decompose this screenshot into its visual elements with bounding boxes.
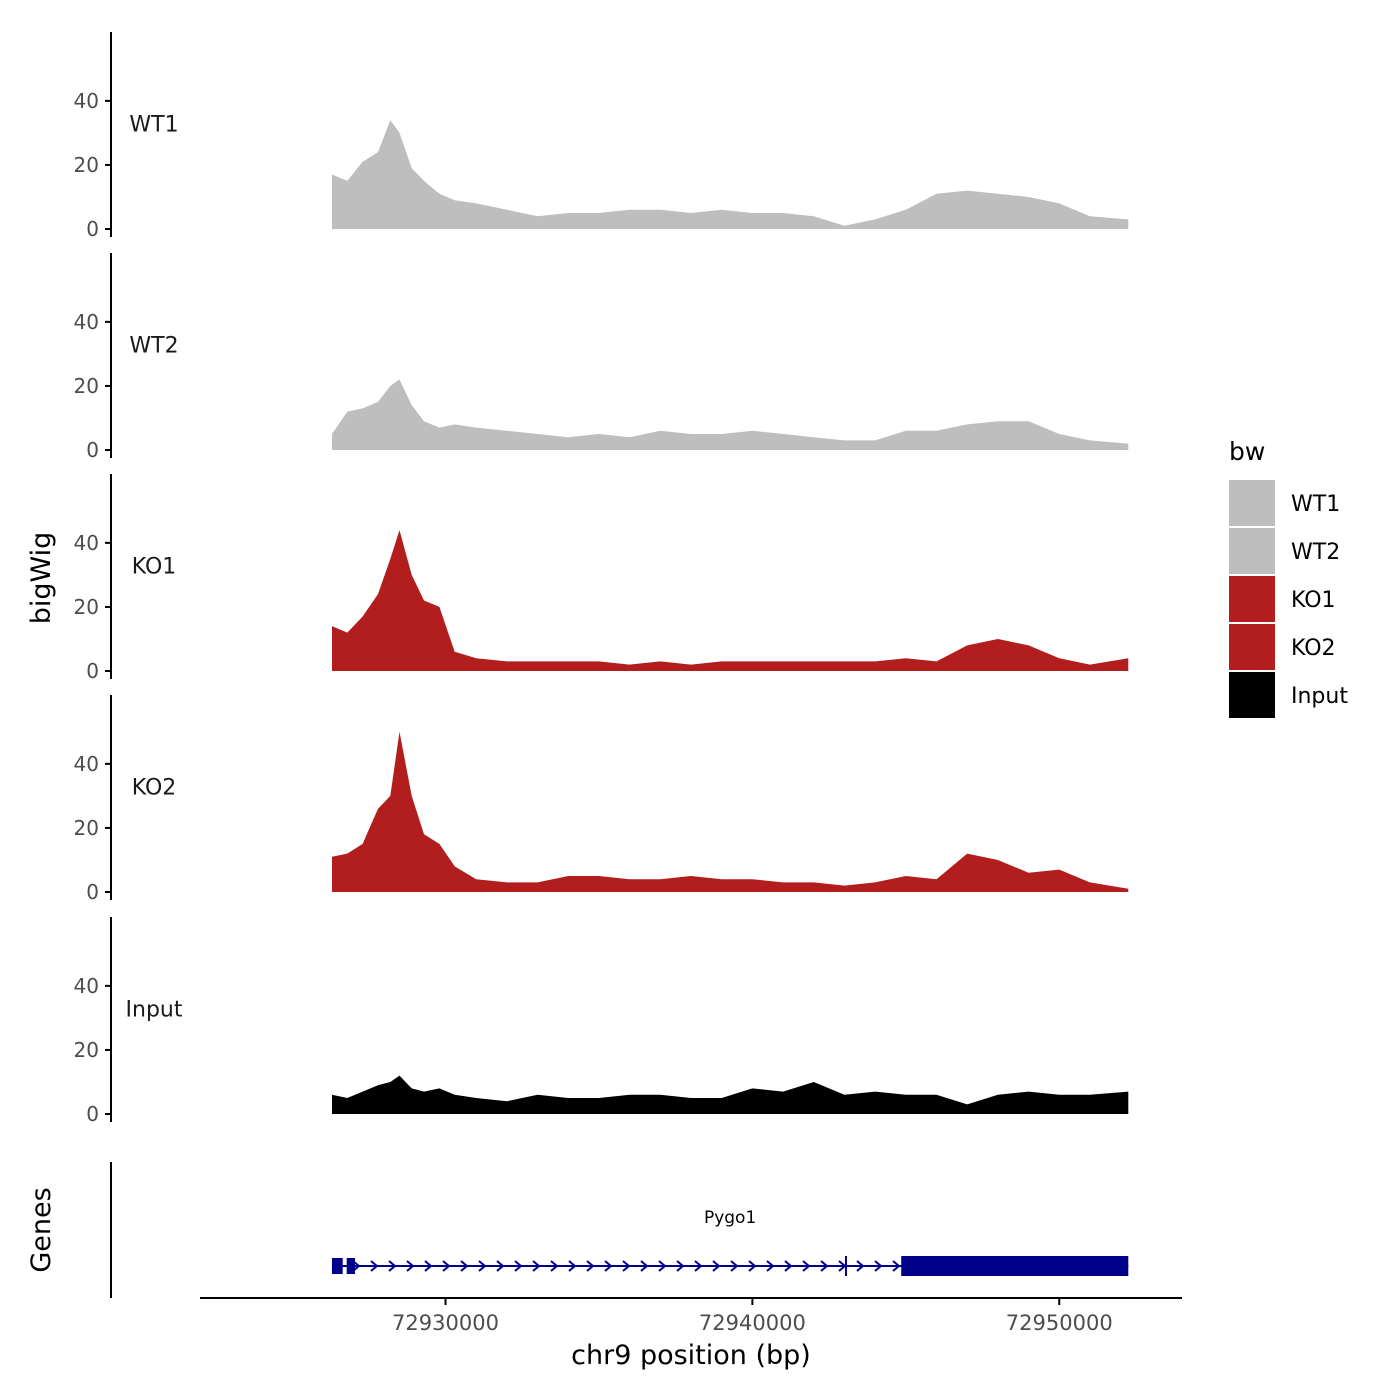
strand-chevron (460, 1260, 469, 1272)
legend-title: bw (1229, 437, 1265, 466)
genes-panel: Genes Pygo1 (26, 1162, 1129, 1298)
track-label-wt1: WT1 (129, 112, 178, 137)
y-tick-label: 0 (86, 659, 99, 683)
strand-chevron (586, 1260, 595, 1272)
y-tick-label: 0 (86, 217, 99, 241)
y-axis-title: bigWig (26, 532, 57, 625)
x-axis-title: chr9 position (bp) (571, 1340, 811, 1371)
strand-chevron (730, 1260, 739, 1272)
track-label-ko2: KO2 (132, 775, 177, 800)
strand-chevron (766, 1260, 775, 1272)
gene-exon (331, 1258, 343, 1274)
strand-chevron (514, 1260, 523, 1272)
legend-entries: WT1 WT2 KO1 KO2 Input (1229, 480, 1348, 718)
x-axis: 72930000 72940000 72950000 chr9 position (… (200, 1297, 1182, 1371)
x-tick-label: 72940000 (699, 1311, 806, 1335)
y-tick-label: 0 (86, 438, 99, 462)
x-tick-label: 72950000 (1006, 1311, 1113, 1335)
legend-key-wt2 (1229, 528, 1275, 574)
coverage-area-ko2 (332, 731, 1129, 892)
strand-chevron (784, 1260, 793, 1272)
legend-key-wt1 (1229, 480, 1275, 526)
track-label-input: Input (126, 997, 183, 1022)
strand-chevron (658, 1260, 667, 1272)
strand-chevron (676, 1260, 685, 1272)
legend-key-ko1 (1229, 576, 1275, 622)
legend-label-ko2: KO2 (1291, 636, 1336, 661)
strand-chevron (838, 1260, 847, 1272)
legend-key-input (1229, 672, 1275, 718)
strand-chevron (874, 1260, 883, 1272)
x-tick-label: 72930000 (392, 1311, 499, 1335)
strand-chevron (622, 1260, 631, 1272)
gene-exon (346, 1258, 355, 1274)
y-tick-label: 20 (74, 816, 99, 840)
coverage-area-wt2 (332, 379, 1129, 450)
y-tick-label: 20 (74, 153, 99, 177)
gene-models: Pygo1 (331, 1208, 1129, 1276)
strand-chevron (388, 1260, 397, 1272)
track-areas (332, 120, 1129, 1114)
strand-chevron (478, 1260, 487, 1272)
y-tick-label: 40 (74, 89, 99, 113)
y-tick-label: 20 (74, 1038, 99, 1062)
coverage-area-wt1 (332, 120, 1129, 229)
gene-exon (901, 1256, 1129, 1276)
strand-chevron (748, 1260, 757, 1272)
strand-chevron (694, 1260, 703, 1272)
x-ticks: 72930000 72940000 72950000 (392, 1298, 1113, 1335)
y-tick-label: 40 (74, 531, 99, 555)
strand-chevron (856, 1260, 865, 1272)
y-tick-label: 40 (74, 974, 99, 998)
strand-chevron (496, 1260, 505, 1272)
strand-chevron (604, 1260, 613, 1272)
strand-chevron (892, 1260, 901, 1272)
strand-chevron (424, 1260, 433, 1272)
strand-chevron (442, 1260, 451, 1272)
strand-chevron (532, 1260, 541, 1272)
y-tick-label: 40 (74, 752, 99, 776)
genes-axis-title: Genes (26, 1187, 57, 1272)
coverage-area-input (332, 1075, 1129, 1114)
legend: bw WT1 WT2 KO1 KO2 Input (1229, 437, 1348, 718)
strand-chevron (550, 1260, 559, 1272)
track-label-ko1: KO1 (132, 554, 177, 579)
legend-label-wt2: WT2 (1291, 540, 1340, 565)
legend-label-wt1: WT1 (1291, 492, 1340, 517)
y-tick-label: 40 (74, 310, 99, 334)
legend-label-input: Input (1291, 684, 1348, 709)
gene-name-label: Pygo1 (704, 1208, 756, 1228)
strand-chevron (640, 1260, 649, 1272)
strand-chevron (802, 1260, 811, 1272)
legend-key-ko2 (1229, 624, 1275, 670)
y-tick-label: 0 (86, 880, 99, 904)
strand-chevron (568, 1260, 577, 1272)
track-label-wt2: WT2 (129, 333, 178, 358)
legend-label-ko1: KO1 (1291, 588, 1336, 613)
strand-chevron (712, 1260, 721, 1272)
coverage-area-ko1 (332, 530, 1129, 671)
strand-chevron (820, 1260, 829, 1272)
strand-chevron (406, 1260, 415, 1272)
y-tick-label: 20 (74, 374, 99, 398)
strand-chevron (370, 1260, 379, 1272)
y-tick-label: 0 (86, 1102, 99, 1126)
track-panels: 0 20 40 WT1 0 20 40 WT2 0 20 40 KO1 0 20 40 KO2 0 20 40 Inp… (74, 32, 183, 1126)
y-tick-label: 20 (74, 595, 99, 619)
